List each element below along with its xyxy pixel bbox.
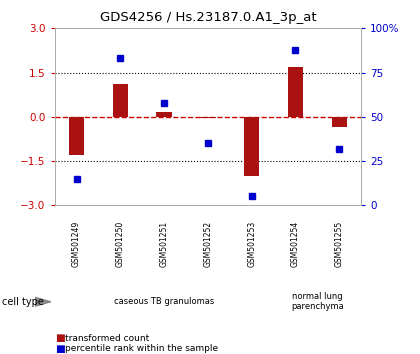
Text: GSM501253: GSM501253 bbox=[247, 221, 256, 267]
Text: cell type: cell type bbox=[2, 297, 44, 307]
Text: GSM501252: GSM501252 bbox=[203, 221, 213, 267]
Text: percentile rank within the sample: percentile rank within the sample bbox=[65, 344, 218, 353]
Polygon shape bbox=[35, 297, 51, 306]
Text: GSM501250: GSM501250 bbox=[116, 221, 125, 267]
Text: ■: ■ bbox=[55, 333, 64, 343]
Text: GSM501251: GSM501251 bbox=[160, 221, 168, 267]
Title: GDS4256 / Hs.23187.0.A1_3p_at: GDS4256 / Hs.23187.0.A1_3p_at bbox=[100, 11, 316, 24]
Text: caseous TB granulomas: caseous TB granulomas bbox=[114, 297, 214, 306]
Text: GSM501249: GSM501249 bbox=[72, 221, 81, 267]
Text: normal lung
parenchyma: normal lung parenchyma bbox=[291, 292, 344, 312]
Text: ■: ■ bbox=[55, 344, 64, 354]
Bar bbox=[200, 117, 215, 118]
Bar bbox=[288, 67, 303, 117]
Bar bbox=[156, 113, 172, 117]
Text: GSM501255: GSM501255 bbox=[335, 221, 344, 267]
Text: GSM501254: GSM501254 bbox=[291, 221, 300, 267]
Bar bbox=[69, 117, 84, 155]
Bar bbox=[244, 117, 260, 176]
Text: transformed count: transformed count bbox=[65, 333, 150, 343]
Bar bbox=[332, 117, 347, 127]
Bar bbox=[113, 84, 128, 117]
